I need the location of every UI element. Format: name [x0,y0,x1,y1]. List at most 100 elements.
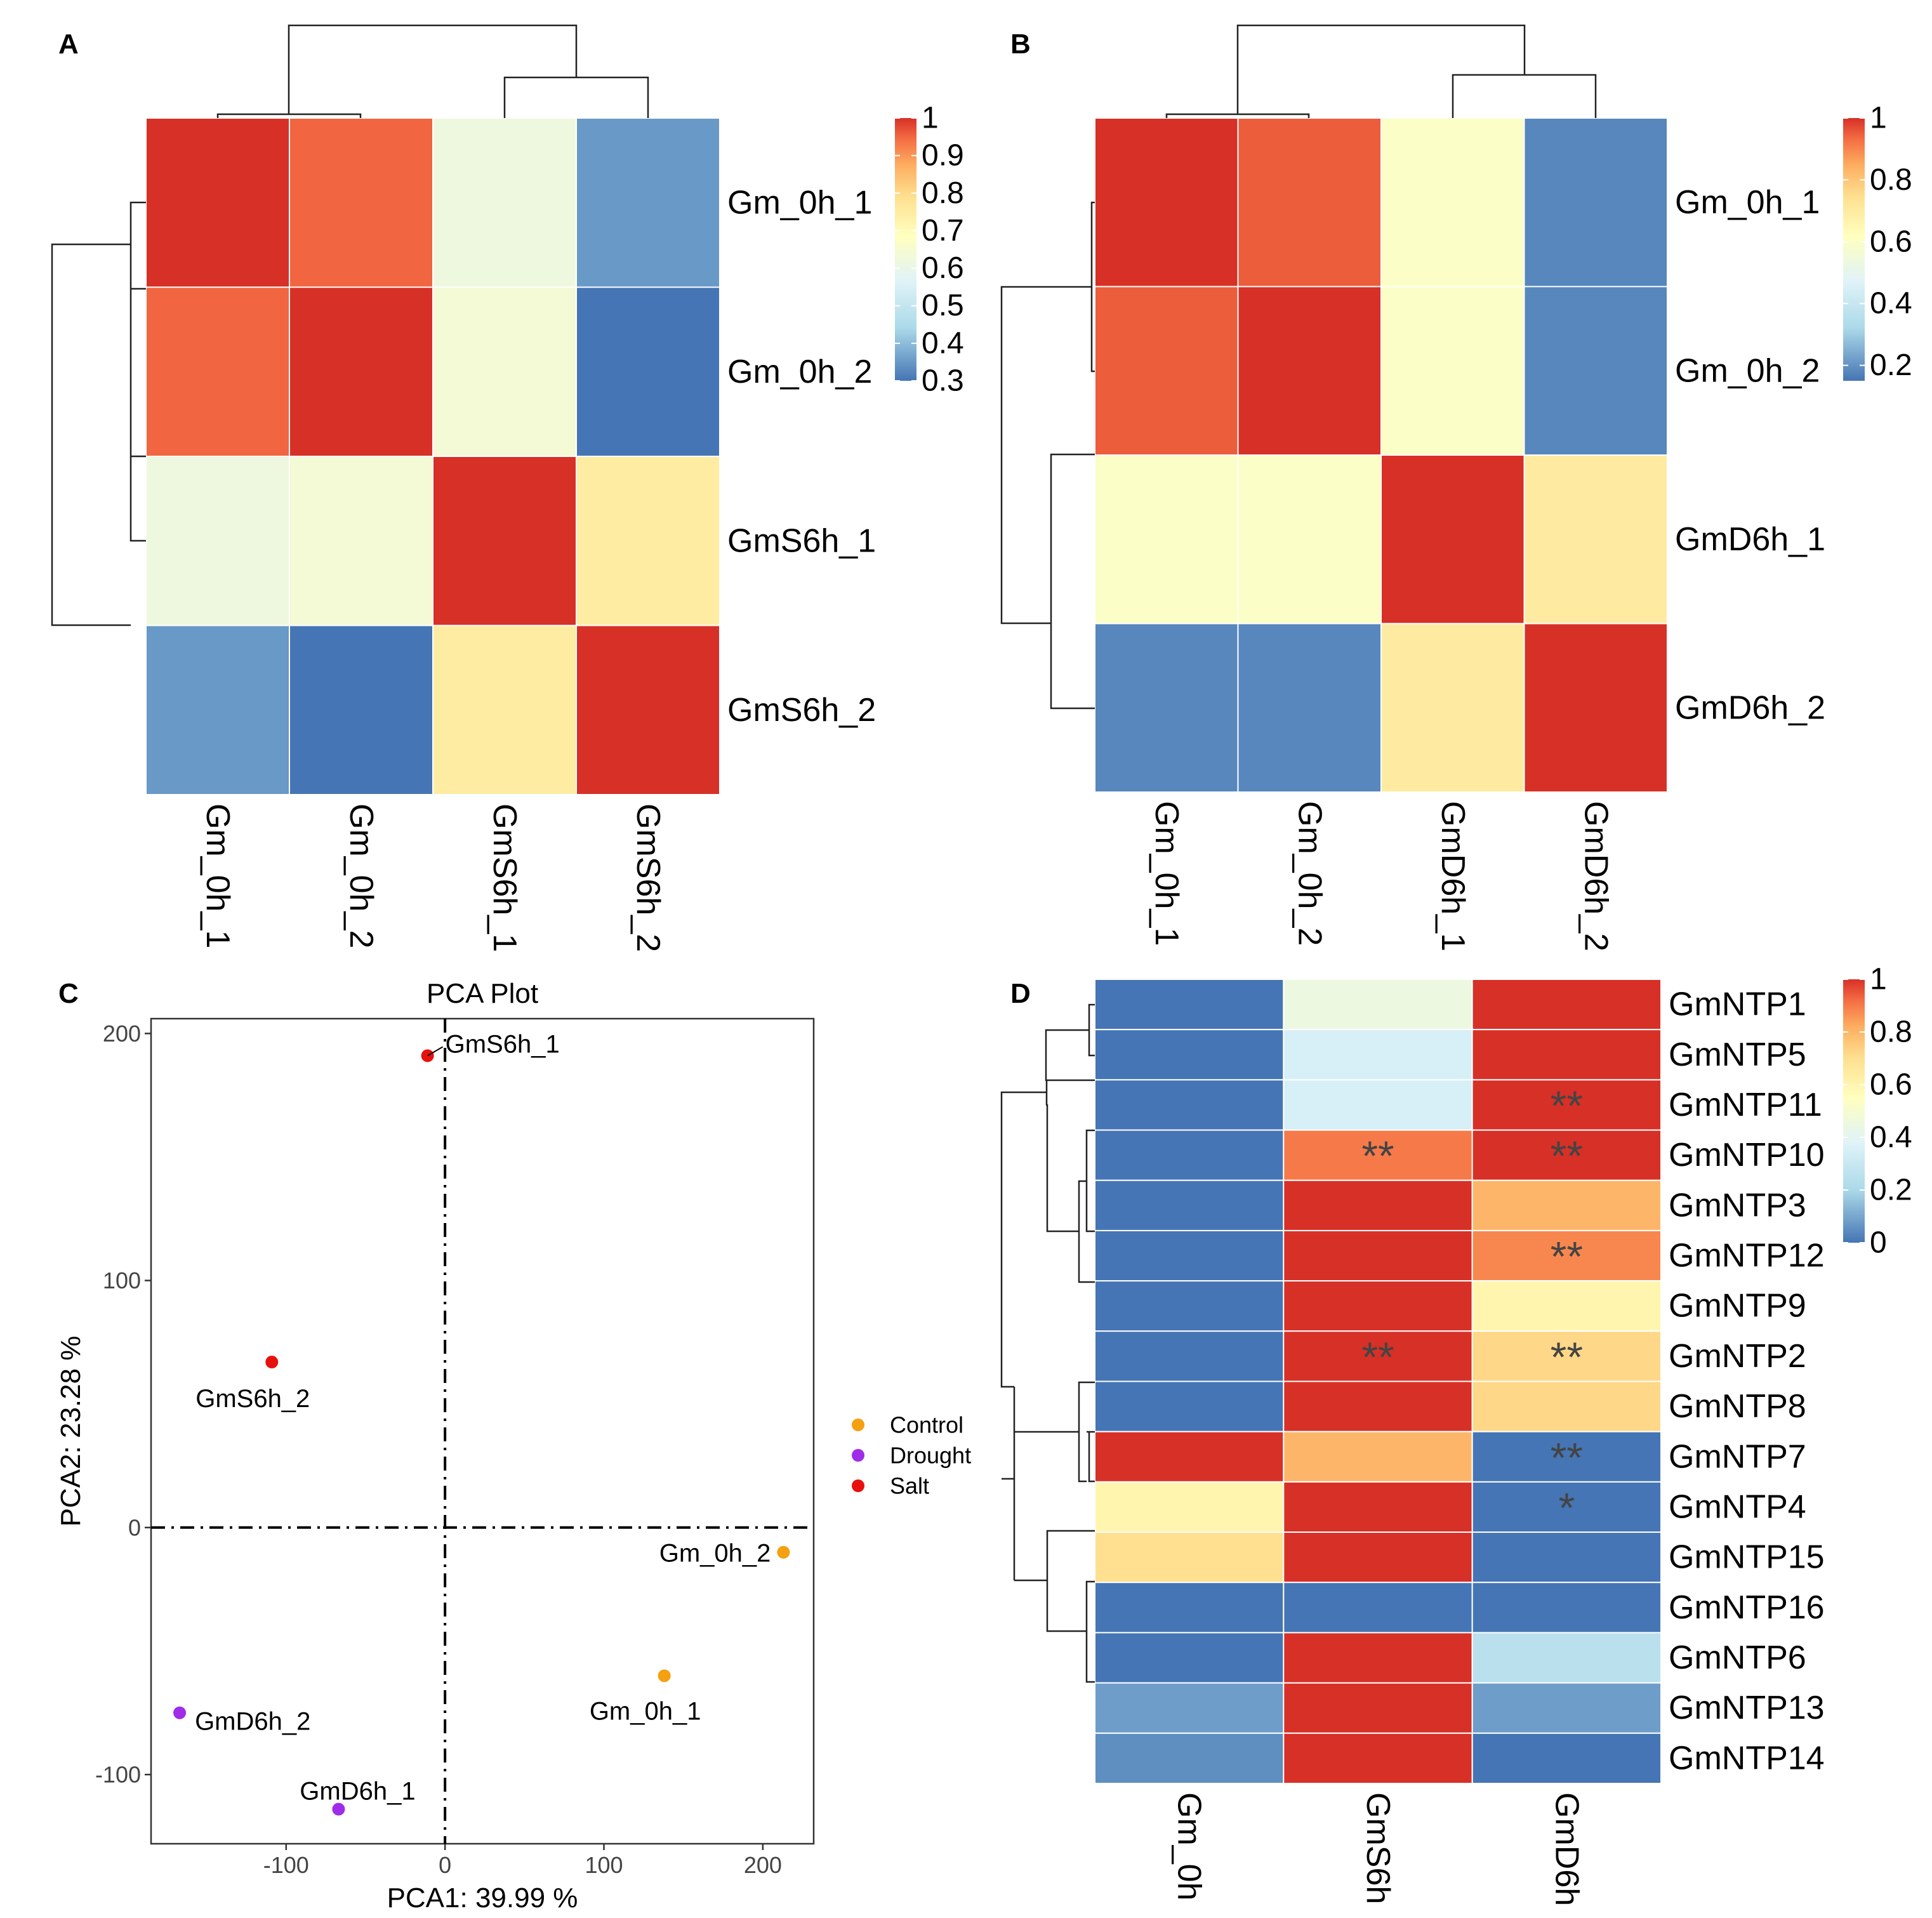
pca-scatter-c: -100 0 100 200 -100 0 100 200 PCA Plot PCA1: 39.9… [55,978,971,1914]
heatmap-cell [1094,454,1239,625]
heatmap-cell [1094,1481,1285,1533]
heatmap-cell [1237,286,1382,456]
row-label: GmS6h_1 [727,522,876,559]
heatmap-cell [432,625,577,795]
colorbar [1843,118,1865,381]
legend-label: Control [890,1412,963,1438]
heatmap-cell [1094,1632,1285,1684]
row-label: GmNTP1 [1669,986,1806,1023]
heatmap-cell [1283,1029,1473,1081]
significance-star: ** [1551,1132,1583,1179]
significance-star: ** [1551,1082,1583,1129]
point-label-leader [427,1046,444,1057]
colorbar-tick-label: 0.9 [922,139,964,173]
colorbar-tick-label: 0 [1870,1226,1887,1260]
scatter-point [332,1802,345,1816]
heatmap-cell [1283,1632,1473,1684]
heatmap-cell [1094,1380,1285,1432]
heatmap-cell [432,286,577,457]
heatmap-cell [1283,1431,1473,1483]
row-label: GmNTP10 [1669,1137,1825,1174]
heatmap-cell [576,625,720,795]
colorbar-tick-label: 0.2 [1870,348,1912,382]
significance-star: * [1558,1484,1575,1531]
row-label: Gm_0h_1 [1675,184,1820,221]
column-label: GmS6h_2 [630,804,666,952]
heatmap-cell [1094,1330,1285,1382]
colorbar-tick-label: 1 [1870,963,1887,996]
y-tick-label: -100 [95,1762,141,1788]
heatmap-cell [1283,1582,1473,1634]
colorbar [1843,979,1865,1243]
heatmap-cell [1471,1330,1662,1382]
panel-letter-b: B [1010,29,1031,60]
heatmap-cell [1471,1682,1662,1734]
colorbar-tick-label: 0.3 [922,364,964,398]
heatmap-cell [1471,1380,1662,1432]
heatmap-cell [1094,1079,1285,1131]
heatmap-cell [289,456,433,626]
heatmap-cell [1471,1732,1662,1784]
point-label: GmD6h_2 [195,1708,310,1736]
colorbar-tick-label: 0.7 [922,214,964,248]
heatmap-cell [1094,286,1239,456]
colorbar-tick-label: 0.4 [922,326,964,360]
heatmap-cell [1471,979,1662,1031]
column-label: Gm_0h_1 [1148,801,1185,946]
heatmap-cell [1523,286,1668,456]
heatmap-cell [145,117,290,288]
y-tick-label: 200 [103,1021,141,1047]
heatmap-cell [1283,1380,1473,1432]
panel-letter-c: C [58,978,79,1009]
legend-marker [852,1449,864,1462]
heatmap-d: GmNTP1 GmNTP5 GmNTP11 GmNTP10 GmNTP3 GmNTP12 G… [1000,963,1912,1906]
heatmap-a: Gm_0h_1 Gm_0h_2 GmS6h_1 GmS6h_2 Gm_0h_1 Gm_0h… [51,24,964,952]
colorbar-tick-label: 0.2 [1870,1174,1912,1207]
plot-area [150,1017,815,1845]
heatmap-cell [1380,286,1525,456]
heatmap-cell [1471,1179,1662,1231]
dendrogram [1000,201,1095,710]
heatmap-cell [1471,1431,1662,1483]
heatmap-cell [1380,454,1525,625]
heatmap-cell [289,117,433,288]
heatmap-cell [1094,979,1285,1031]
row-label: Gm_0h_2 [1675,352,1820,389]
x-tick-label: 100 [585,1852,623,1878]
colorbar-tick-label: 0.8 [922,176,964,210]
heatmap-cell [1523,117,1668,288]
heatmap-cell [1283,979,1473,1031]
colorbar-tick-label: 0.4 [1870,287,1912,321]
colorbar-tick-label: 0.6 [1870,225,1912,258]
heatmap-cell [1283,1481,1473,1533]
column-label: Gm_0h_1 [199,804,236,948]
heatmap-cell [1523,623,1668,793]
colorbar-tick-label: 0.8 [1870,163,1912,197]
point-label: Gm_0h_2 [659,1540,771,1568]
legend-marker [852,1479,864,1492]
heatmap-cell [1094,1582,1285,1634]
significance-star: ** [1551,1434,1583,1481]
heatmap-cell [1283,1229,1473,1282]
row-label: GmNTP7 [1669,1438,1806,1475]
column-label: Gm_0h_2 [1291,801,1328,946]
heatmap-cell [1471,1531,1662,1584]
heatmap-cell [1471,1632,1662,1684]
heatmap-cell [145,456,290,626]
heatmap-cell [1471,1582,1662,1634]
column-label: Gm_0h_2 [343,804,380,948]
y-tick-label: 0 [128,1514,141,1540]
row-label: GmNTP8 [1669,1388,1806,1425]
y-tick-label: 100 [103,1267,141,1293]
legend-marker [852,1419,864,1431]
heatmap-cell [1237,117,1382,288]
x-axis-label: PCA1: 39.99 % [387,1882,578,1914]
heatmap-cell [1094,1280,1285,1332]
column-label: GmD6h_1 [1434,801,1471,951]
heatmap-cell [1283,1280,1473,1332]
x-tick-label: -100 [263,1852,309,1878]
heatmap-cell [145,625,290,795]
column-label: GmD6h_2 [1577,801,1614,951]
heatmap-cell [576,456,720,626]
